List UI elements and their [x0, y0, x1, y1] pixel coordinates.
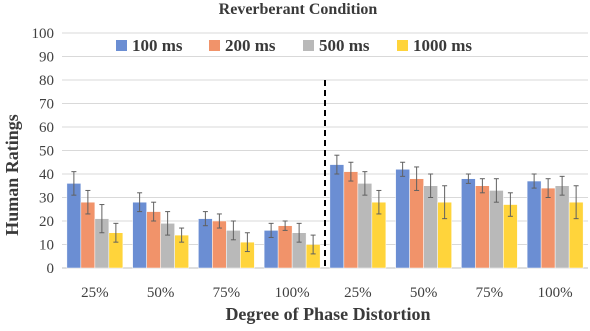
- legend-swatch: [303, 40, 314, 51]
- legend-label: 500 ms: [319, 36, 370, 55]
- bar: [526, 180, 542, 269]
- x-tick-label: 100%: [275, 285, 310, 301]
- y-axis-tick-labels: 0 10 20 30 40 50 60 70 80 90 100: [32, 26, 55, 277]
- y-tick-label: 0: [47, 261, 55, 277]
- bar: [461, 178, 476, 269]
- x-tick-label: 75%: [476, 285, 504, 301]
- legend: 100 ms 200 ms 500 ms 1000 ms: [116, 36, 472, 55]
- error-bars: [71, 154, 579, 255]
- y-tick-label: 10: [39, 238, 54, 254]
- bar-series-group: [66, 164, 584, 269]
- bar: [423, 185, 438, 269]
- y-tick-label: 30: [39, 191, 54, 207]
- x-axis-tick-labels: 25% 50% 75% 100% 25% 50% 75% 100%: [81, 285, 573, 301]
- legend-swatch: [209, 40, 220, 51]
- y-tick-label: 90: [39, 50, 54, 66]
- bar: [329, 164, 345, 269]
- bar: [343, 171, 359, 269]
- y-axis-label: Human Ratings: [2, 114, 22, 236]
- bar: [395, 169, 410, 269]
- y-tick-label: 40: [39, 167, 54, 183]
- x-tick-label: 50%: [147, 285, 175, 301]
- bar: [475, 185, 490, 269]
- bar: [357, 183, 373, 269]
- x-tick-label: 50%: [410, 285, 438, 301]
- legend-swatch: [116, 40, 127, 51]
- y-tick-label: 70: [39, 97, 54, 113]
- x-tick-label: 75%: [213, 285, 241, 301]
- y-tick-label: 20: [39, 214, 54, 230]
- y-tick-label: 50: [39, 144, 54, 160]
- y-tick-label: 80: [39, 73, 54, 89]
- bar: [409, 178, 424, 269]
- legend-swatch: [397, 40, 408, 51]
- legend-label: 1000 ms: [413, 36, 472, 55]
- legend-label: 100 ms: [132, 36, 183, 55]
- bar: [540, 187, 556, 269]
- chart-title: Reverberant Condition: [219, 1, 378, 18]
- legend-label: 200 ms: [225, 36, 276, 55]
- bar: [277, 225, 293, 269]
- x-tick-label: 100%: [538, 285, 573, 301]
- x-tick-label: 25%: [81, 285, 109, 301]
- x-tick-label: 25%: [344, 285, 372, 301]
- y-tick-label: 60: [39, 120, 54, 136]
- x-axis-label: Degree of Phase Distortion: [225, 304, 430, 324]
- bar: [554, 185, 570, 269]
- y-tick-label: 100: [32, 26, 55, 42]
- bar: [66, 183, 82, 269]
